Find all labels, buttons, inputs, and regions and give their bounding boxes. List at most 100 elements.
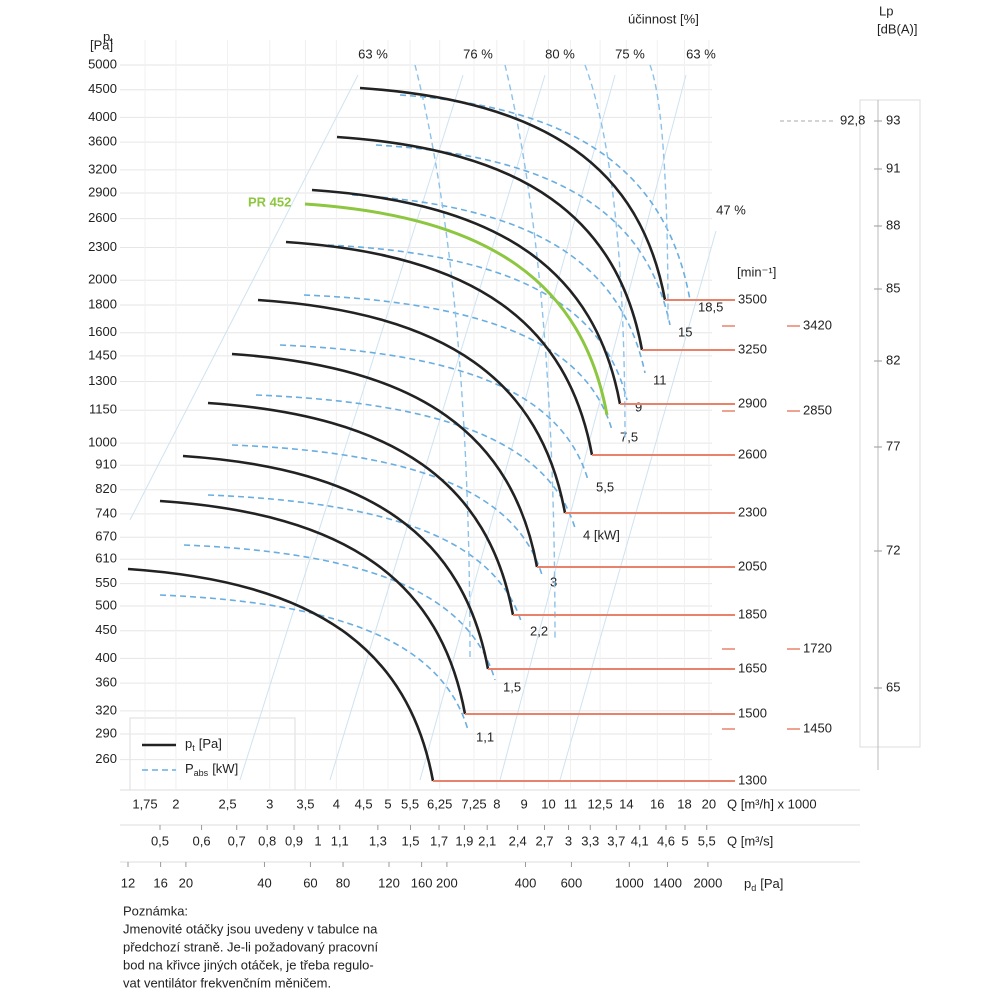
noise-marker-label: 92,8 <box>840 112 865 127</box>
x-tick-label: 4,1 <box>631 833 649 848</box>
x-tick-label: 2 <box>172 796 179 811</box>
speed-label: 2900 <box>738 395 767 410</box>
highlight-label: PR 452 <box>248 194 291 209</box>
top-label: účinnost [%] <box>628 11 699 26</box>
y-tick-label: 1150 <box>89 402 117 417</box>
speed-curve <box>127 567 435 782</box>
efficiency-label: 76 % <box>463 46 493 61</box>
axis-title: Lp <box>879 3 893 18</box>
x-tick-label: 2,4 <box>509 833 527 848</box>
x-tick-label: 1,1 <box>331 833 349 848</box>
x-tick-label: 160 <box>411 875 433 890</box>
efficiency-label: 63 % <box>686 46 716 61</box>
x-tick-label: 80 <box>336 875 350 890</box>
power-label: 18,5 <box>698 299 723 314</box>
y-tick-label: 260 <box>95 751 117 766</box>
x-tick-label: 18 <box>677 796 691 811</box>
note-line: předchozí straně. Je-li požadovaný praco… <box>123 939 378 954</box>
x-tick-label: 7,25 <box>461 796 486 811</box>
x-tick-label: 1,3 <box>369 833 387 848</box>
speed-curve <box>311 188 622 405</box>
x-tick-label: 0,5 <box>151 833 169 848</box>
y-tick-label: 550 <box>95 575 117 590</box>
efficiency-label: 63 % <box>358 46 388 61</box>
speed-curve <box>359 86 667 301</box>
axis-title: pt <box>103 29 113 46</box>
power-label: 1,1 <box>476 729 494 744</box>
power-curve <box>279 344 589 481</box>
speed-label: 1500 <box>738 705 767 720</box>
efficiency-label: 75 % <box>615 46 645 61</box>
y-tick-label: 1000 <box>88 435 117 450</box>
power-label: 4 [kW] <box>583 527 620 542</box>
y-tick-label: 4000 <box>88 109 117 124</box>
power-label: 1,5 <box>503 679 521 694</box>
efficiency-label: 80 % <box>545 46 575 61</box>
x-tick-label: 9 <box>520 796 527 811</box>
y-tick-label: 1450 <box>88 347 117 362</box>
noise-tick-label: 91 <box>886 160 900 175</box>
y-tick-label: 2600 <box>88 210 117 225</box>
x-tick-label: 0,7 <box>228 833 246 848</box>
unit: [Pa] <box>199 736 222 751</box>
power-label: 7,5 <box>620 429 638 444</box>
speed-label: 3420 <box>803 317 832 332</box>
x-tick-label: 20 <box>702 796 716 811</box>
noise-box <box>859 99 921 748</box>
y-tick-label: 910 <box>95 457 117 472</box>
x-tick-label: 20 <box>179 875 193 890</box>
x-tick-label: 5,5 <box>401 796 419 811</box>
symbol: p <box>185 736 192 751</box>
y-tick-label: 5000 <box>88 56 117 71</box>
speed-label: 2600 <box>738 446 767 461</box>
note-heading: Poznámka: <box>123 903 188 918</box>
y-tick-label: 1600 <box>88 324 117 339</box>
x-tick-label: 120 <box>378 875 400 890</box>
y-tick-label: 670 <box>95 529 117 544</box>
efficiency-curve <box>584 64 626 441</box>
x-tick-label: 1,9 <box>455 833 473 848</box>
legend-box <box>129 717 296 791</box>
x-tick-label: 12 <box>121 875 135 890</box>
y-tick-label: 2000 <box>88 272 117 287</box>
noise-tick-label: 65 <box>886 679 900 694</box>
efficiency-ray <box>329 74 546 781</box>
efficiency-ray <box>499 74 687 781</box>
x-tick-label: 2,7 <box>535 833 553 848</box>
speed-curve <box>182 454 490 670</box>
x-tick-label: 16 <box>153 875 167 890</box>
x-tick-label: 1,7 <box>430 833 448 848</box>
x-tick-label: 12,5 <box>587 796 612 811</box>
subscript: t <box>110 36 113 46</box>
power-label: 15 <box>678 324 692 339</box>
x-tick-label: 2,5 <box>219 796 237 811</box>
x-tick-label: 3 <box>266 796 273 811</box>
y-tick-label: 740 <box>95 505 117 520</box>
noise-tick-label: 77 <box>886 438 900 453</box>
y-tick-label: 400 <box>95 650 117 665</box>
speed-label: 1650 <box>738 660 767 675</box>
x-tick-label: 10 <box>541 796 555 811</box>
symbol: p <box>744 876 751 891</box>
symbol: P <box>185 761 194 776</box>
efficiency-label: 47 % <box>716 202 746 217</box>
efficiency-ray <box>129 74 359 521</box>
x-tick-label: 400 <box>515 875 537 890</box>
legend-label: pt [Pa] <box>185 736 222 753</box>
speed-curve <box>207 401 515 616</box>
y-tick-label: 1800 <box>88 296 117 311</box>
noise-tick-label: 82 <box>886 352 900 367</box>
power-curve <box>207 494 523 625</box>
efficiency-ray <box>239 74 464 781</box>
subscript: abs <box>194 768 209 778</box>
noise-tick-label: 88 <box>886 217 900 232</box>
x-tick-label: 0,6 <box>193 833 211 848</box>
y-tick-label: 4500 <box>88 81 117 96</box>
speed-label: 2050 <box>738 558 767 573</box>
power-curve <box>399 94 691 301</box>
speed-label: 2300 <box>738 504 767 519</box>
speed-label: 1720 <box>803 640 832 655</box>
efficiency-curve <box>414 64 471 661</box>
power-curve <box>375 144 671 326</box>
